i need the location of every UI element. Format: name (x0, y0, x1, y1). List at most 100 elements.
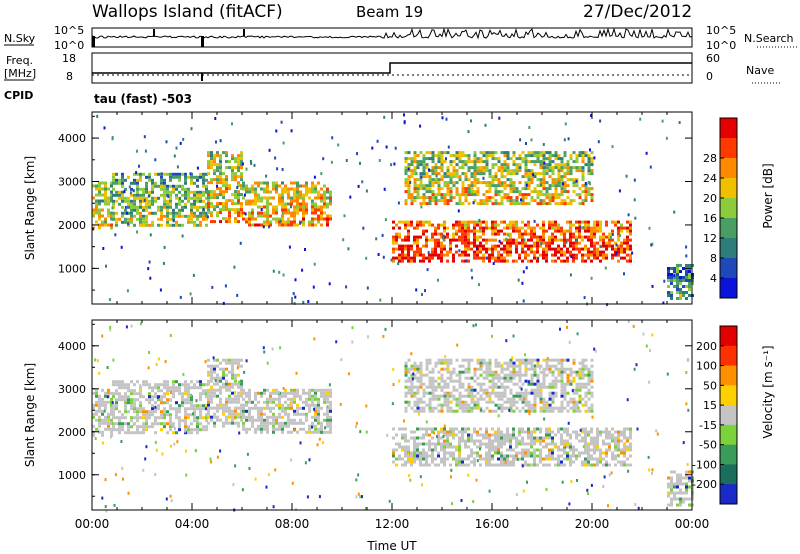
echo-cell (458, 376, 462, 380)
echo-cell (533, 403, 537, 407)
echo-cell (584, 190, 588, 194)
echo-cell (326, 223, 329, 227)
noise-cell (126, 211, 129, 215)
echo-cell (269, 397, 272, 401)
echo-cell (416, 403, 420, 407)
echo-cell (413, 157, 417, 161)
echo-cell (578, 220, 581, 224)
echo-cell (228, 208, 231, 212)
echo-cell (629, 226, 632, 230)
echo-cell (536, 382, 540, 386)
echo-cell (275, 388, 278, 392)
echo-cell (590, 448, 593, 452)
noise-cell (294, 278, 297, 282)
echo-cell (536, 436, 539, 440)
echo-cell (473, 190, 477, 194)
echo-cell (590, 199, 594, 203)
echo-cell (485, 373, 489, 377)
echo-cell (240, 403, 243, 407)
echo-cell (205, 214, 208, 218)
echo-cell (584, 433, 587, 437)
echo-cell (257, 199, 260, 203)
echo-cell (518, 370, 522, 374)
echo-cell (284, 388, 287, 392)
echo-cell (617, 229, 620, 233)
echo-cell (314, 211, 317, 215)
echo-cell (551, 247, 554, 251)
echo-cell (413, 403, 417, 407)
echo-cell (491, 223, 494, 227)
echo-cell (263, 187, 266, 191)
echo-cell (422, 259, 425, 263)
echo-cell (413, 454, 416, 458)
echo-cell (410, 160, 414, 164)
echo-cell (509, 442, 512, 446)
echo-cell (272, 427, 275, 431)
echo-cell (160, 401, 163, 405)
echo-cell (530, 259, 533, 263)
echo-cell (479, 433, 482, 437)
echo-cell (425, 241, 428, 245)
echo-cell (587, 235, 590, 239)
echo-cell (428, 361, 432, 365)
echo-cell (98, 187, 101, 191)
echo-cell (210, 163, 213, 167)
echo-cell (578, 166, 582, 170)
echo-cell (467, 184, 471, 188)
echo-cell (317, 397, 320, 401)
echo-cell (530, 238, 533, 242)
echo-cell (199, 383, 202, 387)
echo-cell (419, 223, 422, 227)
echo-cell (551, 442, 554, 446)
echo-cell (184, 407, 187, 411)
echo-cell (434, 463, 437, 467)
echo-cell (320, 391, 323, 395)
echo-cell (620, 229, 623, 233)
echo-cell (572, 247, 575, 251)
echo-cell (440, 166, 444, 170)
noise-cell (685, 245, 688, 249)
echo-cell (413, 364, 417, 368)
echo-cell (602, 256, 605, 260)
echo-cell (190, 178, 193, 182)
echo-cell (124, 211, 127, 215)
echo-cell (199, 392, 202, 396)
echo-cell (530, 151, 534, 155)
echo-cell (124, 398, 127, 402)
echo-cell (452, 238, 455, 242)
echo-cell (443, 175, 447, 179)
echo-cell (557, 202, 561, 206)
echo-cell (410, 223, 413, 227)
echo-cell (548, 160, 552, 164)
echo-cell (275, 190, 278, 194)
echo-cell (178, 407, 181, 411)
echo-cell (464, 427, 467, 431)
echo-cell (608, 433, 611, 437)
echo-cell (590, 373, 594, 377)
echo-cell (234, 406, 237, 410)
echo-cell (251, 214, 254, 218)
echo-cell (449, 172, 453, 176)
echo-cell (476, 229, 479, 233)
echo-cell (473, 439, 476, 443)
echo-cell (575, 406, 579, 410)
echo-cell (395, 235, 398, 239)
echo-cell (296, 421, 299, 425)
echo-cell (494, 175, 498, 179)
echo-cell (614, 253, 617, 257)
echo-cell (572, 241, 575, 245)
echo-cell (545, 445, 548, 449)
echo-cell (231, 418, 234, 422)
echo-cell (685, 291, 688, 294)
echo-cell (539, 409, 543, 413)
noise-cell (143, 135, 146, 139)
echo-cell (237, 400, 240, 404)
power-colorbar-label: Power [dB] (761, 163, 775, 228)
echo-cell (512, 190, 516, 194)
echo-cell (407, 445, 410, 449)
echo-cell (320, 208, 323, 212)
echo-cell (518, 256, 521, 260)
echo-cell (112, 404, 115, 408)
noise-cell (390, 258, 393, 262)
echo-cell (278, 415, 281, 419)
